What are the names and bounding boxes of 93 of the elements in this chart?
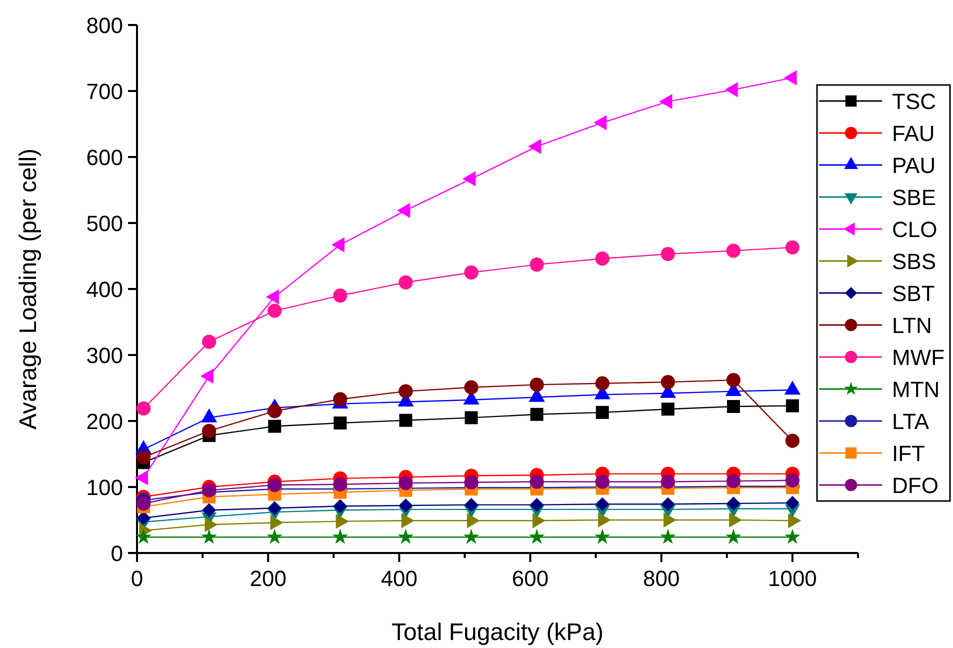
point (268, 304, 282, 318)
point (202, 334, 216, 349)
point (268, 420, 282, 433)
point (785, 240, 800, 254)
point (333, 477, 348, 492)
point (595, 497, 610, 512)
point (528, 528, 545, 544)
point (660, 497, 675, 512)
point (784, 528, 800, 544)
y-tick-label: 400 (86, 277, 123, 302)
legend-label: SBS (892, 249, 936, 274)
legend-label: DFO (892, 473, 938, 498)
point (660, 474, 675, 489)
y-axis-title: Avarage Loading (per cell) (15, 148, 42, 430)
point (785, 496, 800, 510)
point (463, 528, 480, 544)
point (786, 399, 799, 412)
point (726, 528, 742, 544)
y-tick-label: 500 (86, 211, 123, 236)
point (660, 528, 676, 544)
point (268, 404, 282, 418)
point (530, 378, 544, 392)
x-tick-label: 0 (130, 566, 144, 591)
point (530, 498, 544, 512)
point (594, 528, 610, 544)
point (595, 376, 610, 390)
point (399, 414, 412, 427)
point (530, 258, 544, 272)
point (595, 474, 610, 489)
y-tick-label: 200 (86, 409, 123, 434)
point (398, 476, 413, 490)
point (202, 503, 216, 518)
point (464, 498, 478, 512)
point (333, 499, 348, 514)
point (726, 244, 741, 258)
point (268, 501, 282, 516)
y-tick-label: 800 (86, 13, 123, 38)
y-tick-label: 600 (86, 145, 123, 170)
legend-label: TSC (892, 89, 936, 114)
x-tick-label: 1000 (768, 566, 817, 591)
point (334, 416, 347, 430)
point (136, 528, 152, 544)
legend-label: PAU (892, 153, 936, 178)
legend-label: MWF (892, 345, 945, 370)
x-tick-label: 600 (512, 566, 549, 591)
point (136, 450, 151, 464)
point (333, 288, 348, 303)
point (202, 424, 216, 438)
x-axis-title: Total Fugacity (kPa) (391, 619, 604, 646)
point (464, 380, 478, 394)
legend-label: SBE (892, 185, 936, 210)
y-tick-label: 300 (86, 343, 123, 368)
point (530, 408, 544, 421)
point (464, 265, 478, 280)
point (726, 373, 741, 388)
legend-label: IFT (892, 441, 925, 466)
x-tick-label: 400 (380, 566, 418, 591)
point (333, 392, 348, 406)
y-tick-label: 0 (110, 541, 123, 566)
point (660, 246, 675, 262)
point (266, 528, 283, 544)
point (785, 434, 800, 448)
legend-label: SBT (892, 281, 935, 306)
point (398, 384, 413, 398)
point (726, 474, 741, 488)
point (332, 528, 348, 544)
legend-label: MTN (892, 377, 940, 402)
x-tick-label: 800 (643, 566, 680, 591)
point (398, 275, 413, 290)
legend-label: CLO (892, 217, 938, 242)
point (726, 400, 740, 413)
x-tick-label: 200 (250, 566, 286, 591)
point (268, 478, 282, 492)
point (530, 474, 544, 489)
legend-label: FAU (892, 121, 935, 146)
point (136, 401, 151, 416)
point (398, 498, 413, 512)
point (785, 473, 800, 488)
y-tick-label: 100 (86, 475, 123, 500)
point (660, 374, 675, 390)
point (136, 496, 151, 511)
legend-label: LTN (892, 313, 932, 338)
point (596, 406, 609, 419)
point (595, 252, 610, 266)
point (201, 528, 218, 544)
point (464, 411, 478, 424)
point (661, 402, 674, 416)
point (726, 496, 740, 510)
point (136, 511, 151, 525)
point (464, 475, 478, 490)
legend-label: LTA (892, 409, 930, 434)
y-tick-label: 700 (86, 79, 123, 104)
point (398, 528, 414, 544)
